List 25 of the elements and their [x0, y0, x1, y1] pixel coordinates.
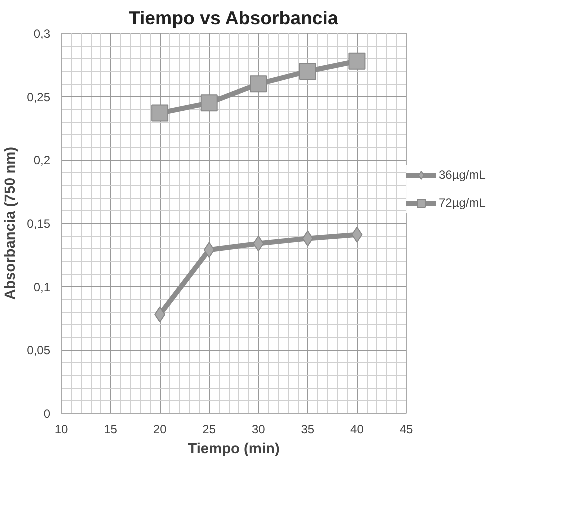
y-tick-label: 0,15: [27, 217, 51, 231]
point: [200, 94, 218, 112]
chart-title: Tiempo vs Absorbancia: [128, 8, 339, 28]
point: [348, 52, 366, 70]
point: [250, 76, 268, 93]
y-tick-label: 0,3: [34, 27, 51, 41]
x-axis-title: Tiempo (min): [188, 442, 280, 458]
x-tick-label: 45: [400, 422, 414, 436]
x-tick-label: 40: [350, 422, 364, 436]
legend-label: 72µg/mL: [439, 196, 486, 210]
point: [152, 104, 169, 122]
y-tick-label: 0,05: [27, 344, 51, 358]
x-tick-label: 15: [104, 422, 118, 436]
point: [299, 63, 316, 80]
y-tick-label: 0,25: [27, 90, 51, 104]
y-tick-label: 0: [44, 407, 51, 421]
x-tick-label: 30: [252, 422, 266, 436]
legend-label: 36µg/mL: [439, 168, 486, 182]
y-tick-label: 0,2: [34, 154, 51, 168]
x-tick-label: 25: [202, 422, 216, 436]
x-tick-label: 20: [153, 422, 168, 436]
x-tick-label: 10: [54, 422, 68, 436]
y-axis-title: Absorbancia (750 nm): [3, 146, 20, 300]
y-tick-label: 0,1: [34, 280, 51, 294]
x-tick-label: 35: [301, 422, 315, 436]
